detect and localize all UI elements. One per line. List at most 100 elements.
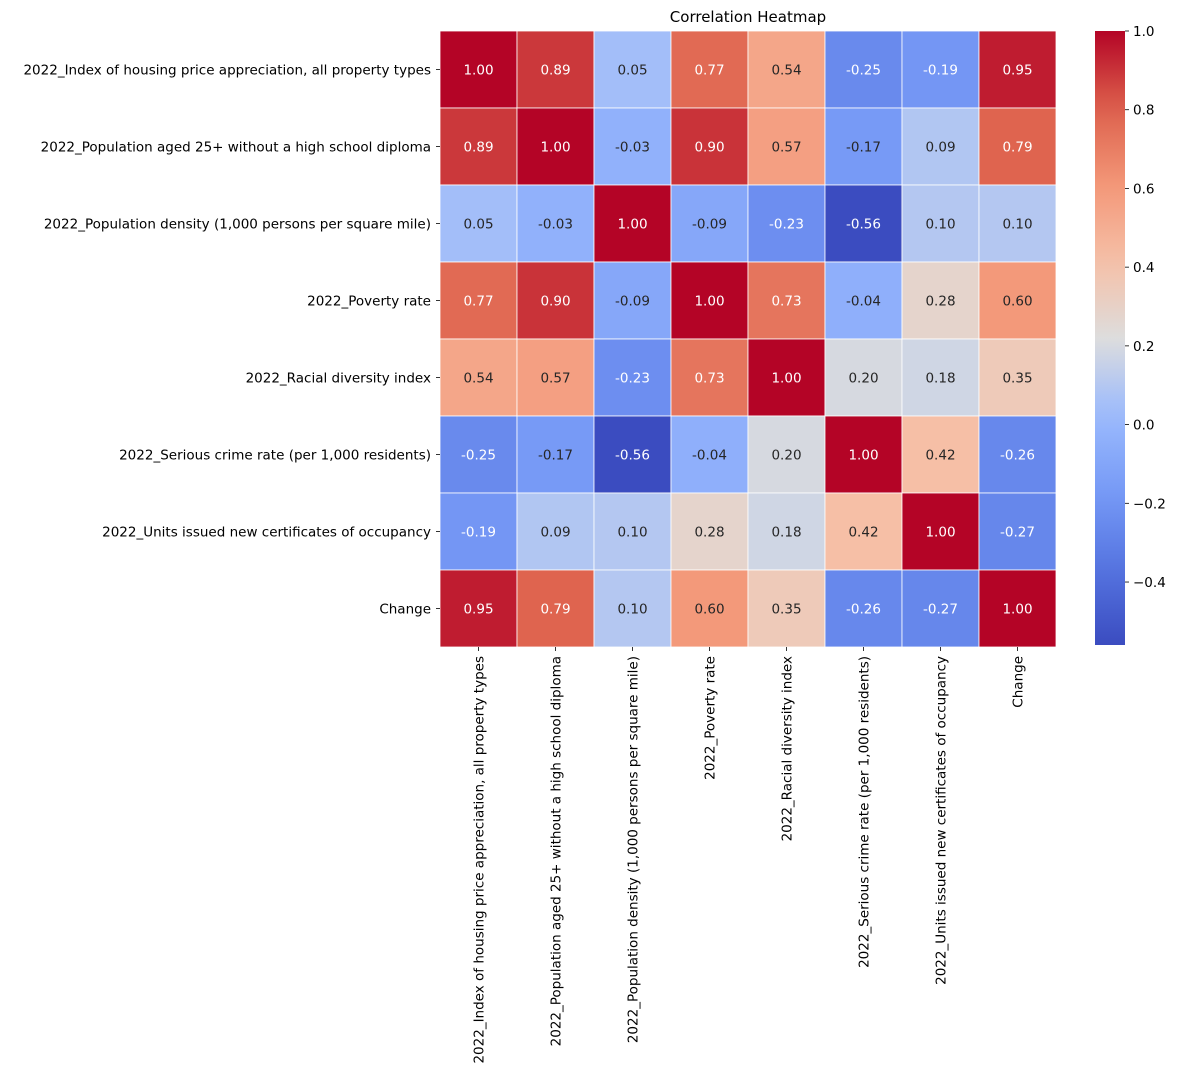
cell-value-7-7: 1.00 bbox=[1002, 602, 1032, 618]
colorbar-tick-label-2: 0.0 bbox=[1133, 418, 1154, 434]
cell-value-7-2: 0.10 bbox=[617, 602, 647, 618]
heatmap-cell-7-4 bbox=[747, 569, 826, 648]
heatmap-cell-2-5 bbox=[824, 184, 903, 263]
cell-value-7-6: -0.27 bbox=[923, 602, 958, 618]
heatmap-cell-2-6 bbox=[901, 184, 980, 263]
cell-value-2-3: -0.09 bbox=[692, 217, 727, 233]
cell-value-3-5: -0.04 bbox=[846, 294, 881, 310]
x-tick-label-7: Change bbox=[1011, 656, 1027, 708]
y-tick-label-6: 2022_Units issued new certificates of oc… bbox=[102, 525, 431, 541]
heatmap-cell-1-3 bbox=[670, 107, 749, 186]
cell-value-3-2: -0.09 bbox=[615, 294, 650, 310]
heatmap-cell-0-7 bbox=[978, 30, 1057, 109]
heatmap-cell-0-1 bbox=[516, 30, 595, 109]
cell-value-4-6: 0.18 bbox=[925, 371, 955, 387]
y-tick-label-5: 2022_Serious crime rate (per 1,000 resid… bbox=[119, 448, 431, 464]
colorbar-tick-label-4: 0.4 bbox=[1133, 260, 1154, 276]
cell-value-5-4: 0.20 bbox=[771, 448, 801, 464]
heatmap-cell-3-0 bbox=[439, 261, 518, 340]
heatmap-cell-4-2 bbox=[593, 338, 672, 417]
cell-value-2-7: 0.10 bbox=[1002, 217, 1032, 233]
x-tick-label-5: 2022_Serious crime rate (per 1,000 resid… bbox=[857, 656, 873, 968]
cell-value-4-0: 0.54 bbox=[463, 371, 493, 387]
heatmap-cell-2-0 bbox=[439, 184, 518, 263]
heatmap-cell-7-7 bbox=[978, 569, 1057, 648]
heatmap-cell-5-5 bbox=[824, 415, 903, 494]
heatmap-cell-1-5 bbox=[824, 107, 903, 186]
y-axis-labels: 2022_Index of housing price appreciation… bbox=[23, 63, 440, 618]
cell-value-0-3: 0.77 bbox=[694, 63, 724, 79]
cell-value-1-1: 1.00 bbox=[540, 140, 570, 156]
y-tick-label-1: 2022_Population aged 25+ without a high … bbox=[41, 140, 431, 156]
cell-value-1-5: -0.17 bbox=[846, 140, 881, 156]
x-tick-label-3: 2022_Poverty rate bbox=[703, 656, 719, 780]
cell-value-2-4: -0.23 bbox=[769, 217, 804, 233]
cell-value-2-2: 1.00 bbox=[617, 217, 647, 233]
cell-value-6-2: 0.10 bbox=[617, 525, 647, 541]
cell-value-2-5: -0.56 bbox=[846, 217, 881, 233]
cell-value-0-1: 0.89 bbox=[540, 63, 570, 79]
cell-value-4-1: 0.57 bbox=[540, 371, 570, 387]
cell-value-2-0: 0.05 bbox=[463, 217, 493, 233]
heatmap-cell-6-2 bbox=[593, 492, 672, 571]
heatmap-cell-1-6 bbox=[901, 107, 980, 186]
heatmap-cell-2-7 bbox=[978, 184, 1057, 263]
x-tick-label-6: 2022_Units issued new certificates of oc… bbox=[934, 656, 950, 985]
heatmap-cell-2-1 bbox=[516, 184, 595, 263]
heatmap-cell-3-2 bbox=[593, 261, 672, 340]
heatmap-cell-3-4 bbox=[747, 261, 826, 340]
heatmap-cell-2-3 bbox=[670, 184, 749, 263]
heatmap-cell-6-6 bbox=[901, 492, 980, 571]
y-tick-label-7: Change bbox=[379, 602, 431, 618]
cell-value-3-4: 0.73 bbox=[771, 294, 801, 310]
x-axis-labels: 2022_Index of housing price appreciation… bbox=[472, 647, 1027, 1064]
cell-value-6-5: 0.42 bbox=[848, 525, 878, 541]
heatmap-cell-2-2 bbox=[593, 184, 672, 263]
cell-value-5-3: -0.04 bbox=[692, 448, 727, 464]
heatmap-cell-1-1 bbox=[516, 107, 595, 186]
cell-value-6-0: -0.19 bbox=[461, 525, 496, 541]
heatmap-cell-4-3 bbox=[670, 338, 749, 417]
heatmap-cell-6-0 bbox=[439, 492, 518, 571]
cell-value-1-2: -0.03 bbox=[615, 140, 650, 156]
heatmap-cells: 1.00 0.89 0.05 0.77 0.54 -0.25 -0.19 0.95 0.89 1.… bbox=[439, 30, 1057, 648]
cell-value-5-5: 1.00 bbox=[848, 448, 878, 464]
heatmap-cell-6-1 bbox=[516, 492, 595, 571]
heatmap-cell-6-7 bbox=[978, 492, 1057, 571]
heatmap-cell-5-4 bbox=[747, 415, 826, 494]
cell-value-1-4: 0.57 bbox=[771, 140, 801, 156]
cell-value-5-0: -0.25 bbox=[461, 448, 496, 464]
heatmap-cell-0-3 bbox=[670, 30, 749, 109]
cell-value-4-7: 0.35 bbox=[1002, 371, 1032, 387]
heatmap-cell-4-6 bbox=[901, 338, 980, 417]
cell-value-1-0: 0.89 bbox=[463, 140, 493, 156]
cell-value-5-7: -0.26 bbox=[1000, 448, 1035, 464]
cell-value-0-6: -0.19 bbox=[923, 63, 958, 79]
heatmap-cell-4-7 bbox=[978, 338, 1057, 417]
cell-value-3-1: 0.90 bbox=[540, 294, 570, 310]
x-tick-label-1: 2022_Population aged 25+ without a high … bbox=[549, 656, 565, 1046]
heatmap-cell-0-4 bbox=[747, 30, 826, 109]
cell-value-0-7: 0.95 bbox=[1002, 63, 1032, 79]
cell-value-6-7: -0.27 bbox=[1000, 525, 1035, 541]
cell-value-3-0: 0.77 bbox=[463, 294, 493, 310]
heatmap-cell-0-2 bbox=[593, 30, 672, 109]
cell-value-6-6: 1.00 bbox=[925, 525, 955, 541]
cell-value-5-2: -0.56 bbox=[615, 448, 650, 464]
cell-value-7-3: 0.60 bbox=[694, 602, 724, 618]
heatmap-cell-5-2 bbox=[593, 415, 672, 494]
cell-value-4-3: 0.73 bbox=[694, 371, 724, 387]
cell-value-0-0: 1.00 bbox=[463, 63, 493, 79]
heatmap-cell-6-5 bbox=[824, 492, 903, 571]
colorbar-tick-label-6: 0.8 bbox=[1133, 103, 1154, 119]
y-tick-label-0: 2022_Index of housing price appreciation… bbox=[23, 63, 431, 79]
colorbar-tick-label-5: 0.6 bbox=[1133, 181, 1154, 197]
y-tick-label-3: 2022_Poverty rate bbox=[307, 294, 431, 310]
colorbar-tick-label-7: 1.0 bbox=[1133, 24, 1154, 40]
cell-value-3-6: 0.28 bbox=[925, 294, 955, 310]
cell-value-5-6: 0.42 bbox=[925, 448, 955, 464]
heatmap-cell-1-7 bbox=[978, 107, 1057, 186]
colorbar-gradient bbox=[1095, 31, 1125, 645]
cell-value-2-6: 0.10 bbox=[925, 217, 955, 233]
